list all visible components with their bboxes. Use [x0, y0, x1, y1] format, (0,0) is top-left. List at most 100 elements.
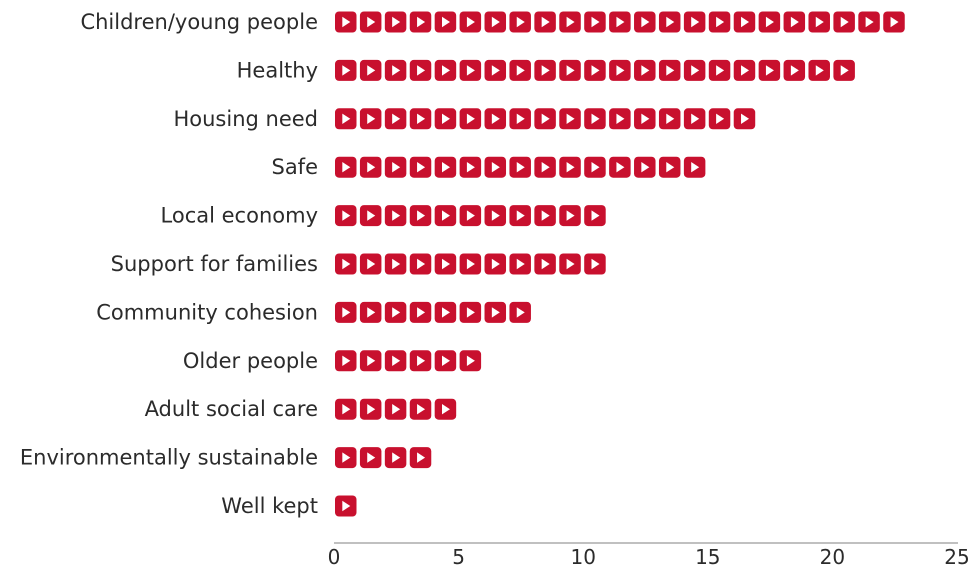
category-label-children-young-people: Children/young people [80, 10, 318, 34]
x-axis: 0 5 10 15 20 25 [328, 542, 970, 569]
play-icon [658, 11, 681, 33]
play-icon [509, 108, 531, 130]
play-icon [683, 156, 706, 178]
bar-support-for-families [335, 253, 606, 275]
play-icon [559, 11, 581, 33]
play-icon [484, 108, 507, 130]
play-icon [434, 398, 457, 420]
play-icon [509, 253, 531, 275]
play-icon [534, 59, 556, 81]
play-icon [335, 398, 357, 420]
play-icon [584, 205, 606, 227]
play-icon [559, 253, 581, 275]
play-icon [434, 350, 457, 372]
bar-community-cohesion [335, 301, 531, 323]
play-icon [559, 156, 581, 178]
play-icon [459, 301, 482, 323]
play-icon [783, 11, 806, 33]
category-label-housing-need: Housing need [173, 107, 318, 131]
play-icon [384, 59, 407, 81]
play-icon [733, 59, 756, 81]
play-icon [384, 350, 407, 372]
play-icon [534, 11, 556, 33]
play-icon [384, 447, 407, 469]
play-icon [359, 350, 382, 372]
play-icon [858, 11, 880, 33]
category-labels: Children/young people Healthy Housing need… [20, 10, 318, 518]
play-icon [484, 156, 507, 178]
play-icon [384, 108, 407, 130]
play-icon [359, 398, 382, 420]
play-icon [559, 205, 581, 227]
x-tick-label-15: 15 [695, 545, 720, 569]
play-icon [658, 108, 681, 130]
play-icon [783, 59, 806, 81]
play-icon [409, 301, 432, 323]
play-icon [409, 253, 432, 275]
play-icon [409, 447, 432, 469]
play-icon [459, 108, 482, 130]
category-label-older-people: Older people [183, 349, 318, 373]
play-icon [359, 156, 382, 178]
category-label-environmentally-sustainable: Environmentally sustainable [20, 446, 318, 470]
play-icon [534, 253, 556, 275]
play-icon [584, 253, 606, 275]
play-icon [833, 11, 855, 33]
play-icon [484, 205, 507, 227]
category-label-local-economy: Local economy [161, 204, 318, 228]
play-icon [484, 253, 507, 275]
x-tick-label-0: 0 [328, 545, 341, 569]
bar-safe [335, 156, 706, 178]
play-icon [434, 253, 457, 275]
bar-environmentally-sustainable [335, 447, 432, 469]
play-icon [409, 11, 432, 33]
play-icon [335, 495, 357, 517]
play-icon [359, 205, 382, 227]
play-icon [359, 447, 382, 469]
play-icon [708, 108, 731, 130]
play-icon [409, 156, 432, 178]
play-icon [384, 301, 407, 323]
play-icon [484, 11, 507, 33]
play-icon [335, 447, 357, 469]
play-icon [484, 59, 507, 81]
play-icon [609, 156, 631, 178]
play-icon [733, 108, 756, 130]
play-icon [459, 205, 482, 227]
x-tick-label-5: 5 [452, 545, 465, 569]
play-icon [384, 205, 407, 227]
play-icon [683, 59, 706, 81]
play-icon [335, 350, 357, 372]
play-icon [335, 108, 357, 130]
play-icon [584, 156, 606, 178]
play-icon [758, 11, 781, 33]
play-icon [335, 59, 357, 81]
play-icon [534, 108, 556, 130]
bar-well-kept [335, 495, 357, 517]
play-icon [658, 59, 681, 81]
play-icon [683, 11, 706, 33]
play-icon [335, 205, 357, 227]
play-icon [335, 156, 357, 178]
play-icon [409, 350, 432, 372]
play-icon [359, 253, 382, 275]
play-icon [509, 205, 531, 227]
play-icon [584, 108, 606, 130]
x-tick-label-20: 20 [820, 545, 845, 569]
play-icon [758, 59, 781, 81]
play-icon [409, 205, 432, 227]
play-icon [559, 108, 581, 130]
play-icon [808, 11, 830, 33]
play-icon [509, 156, 531, 178]
play-icon [459, 350, 482, 372]
play-icon [459, 156, 482, 178]
play-icon [634, 11, 656, 33]
play-icon [733, 11, 756, 33]
play-icon [534, 205, 556, 227]
play-icon [359, 108, 382, 130]
play-icon [584, 59, 606, 81]
play-icon [509, 301, 531, 323]
bar-older-people [335, 350, 482, 372]
play-icon [359, 301, 382, 323]
